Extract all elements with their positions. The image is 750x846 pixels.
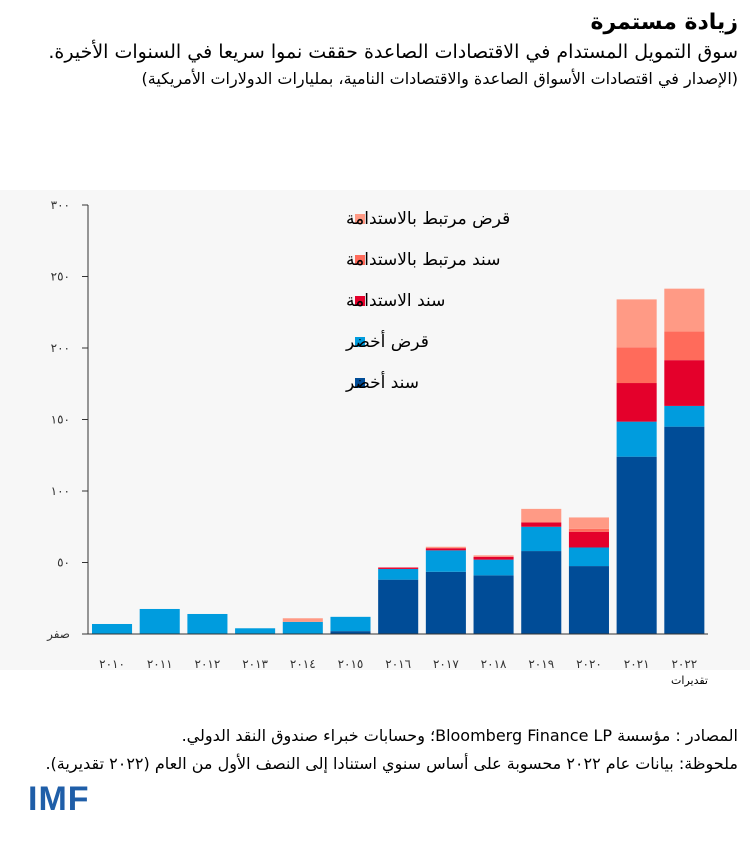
y-tick-label: ١٠٠: [51, 484, 70, 498]
bar-segment-٢٠٢٠-3: [568, 528, 609, 532]
bar-segment-٢٠١٣-1: [235, 628, 276, 634]
bar-segment-٢٠٢٢-0: [664, 426, 705, 634]
legend-swatch-0: [355, 378, 365, 388]
bar-segment-٢٠١٦-0: [378, 579, 419, 634]
x-tick-label: ٢٠٢٢: [671, 657, 697, 671]
bar-segment-٢٠٢٠-0: [568, 566, 609, 634]
chart-footer: المصادر : مؤسسة Bloomberg Finance LP؛ وح…: [12, 722, 738, 778]
imf-logo: IMF: [28, 780, 90, 818]
x-tick-label: ٢٠١٩: [528, 657, 554, 671]
bar-segment-٢٠١٨-1: [473, 559, 514, 576]
bar-segment-٢٠١٩-0: [521, 551, 562, 634]
chart-subtitle: سوق التمويل المستدام في الاقتصادات الصاع…: [48, 41, 738, 63]
x-tick-label: ٢٠١٠: [99, 657, 125, 671]
bar-segment-٢٠١٩-1: [521, 526, 562, 552]
x-tick-label: ٢٠٢١: [624, 657, 650, 671]
bar-segment-٢٠١٥-1: [330, 616, 371, 632]
x-tick-label: ٢٠١٦: [385, 657, 411, 671]
bar-segment-٢٠٢٢-1: [664, 405, 705, 427]
bar-segment-٢٠١٨-4: [473, 555, 514, 557]
legend-swatch-2: [355, 296, 365, 306]
bar-segment-٢٠١٧-1: [425, 550, 466, 572]
bar-segment-٢٠٢٠-4: [568, 517, 609, 529]
chart-unit-note: (الإصدار في اقتصادات الأسواق الصاعدة وال…: [141, 69, 739, 88]
bar-segment-٢٠١١-1: [139, 608, 180, 634]
x-tick-label: ٢٠١٧: [433, 657, 459, 671]
x-tick-label: ٢٠١٥: [338, 657, 364, 671]
x-tick-label: ٢٠١٤: [290, 657, 316, 671]
legend-label-2: سند الاستدامة: [346, 291, 445, 311]
bar-segment-٢٠١٩-4: [521, 508, 562, 523]
bar-segment-٢٠١٦-1: [378, 568, 419, 580]
x-tick-label: ٢٠٢٠: [576, 657, 602, 671]
y-tick-label: ٢٥٠: [51, 270, 70, 284]
bar-segment-٢٠٢٠-2: [568, 531, 609, 548]
y-tick-label: ١٥٠: [51, 413, 70, 427]
bar-segment-٢٠١٨-2: [473, 556, 514, 560]
y-tick-label: ٢٠٠: [51, 341, 70, 355]
bar-segment-٢٠٢٢-2: [664, 360, 705, 406]
chart-header: زيادة مستمرة سوق التمويل المستدام في الا…: [12, 8, 738, 92]
bar-segment-٢٠١٧-4: [425, 546, 466, 549]
sources-note: المصادر : مؤسسة Bloomberg Finance LP؛ وح…: [181, 726, 738, 745]
x-tick-label: ٢٠١٣: [242, 657, 268, 671]
bar-segment-٢٠٢١-0: [616, 456, 657, 634]
bar-segment-٢٠١٤-4: [282, 618, 323, 622]
x-tick-label: ٢٠١١: [147, 657, 173, 671]
legend-label-1: قرض أخضر: [345, 330, 429, 352]
bar-segment-٢٠١٨-0: [473, 575, 514, 634]
bar-segment-٢٠٢٢-3: [664, 331, 705, 361]
stacked-bar-chart: صفر ٥٠ ١٠٠ ١٥٠ ٢٠٠ ٢٥٠ ٣٠٠ ٢٠١٠ ٢٠١١ ٢٠١٢ ٢٠١٣ ٢٠١٤…: [46, 198, 708, 687]
x-tick-label: ٢٠١٨: [481, 657, 507, 671]
x-tick-label: ٢٠١٢: [195, 657, 221, 671]
y-tick-label: ٣٠٠: [51, 198, 70, 212]
legend-label-0: سند أخضر: [345, 371, 419, 393]
bar-segment-٢٠٢١-1: [616, 421, 657, 457]
chart-title: زيادة مستمرة: [590, 10, 738, 35]
legend-label-3: سند مرتبط بالاستدامة: [346, 250, 500, 270]
legend-swatch-1: [355, 337, 365, 347]
bar-segment-٢٠١٧-2: [425, 548, 466, 551]
bar-segment-٢٠٢١-2: [616, 383, 657, 422]
y-tick-label: صفر: [46, 627, 70, 642]
bar-segment-٢٠١٦-2: [378, 567, 419, 569]
legend-label-4: قرض مرتبط بالاستدامة: [346, 209, 510, 229]
legend-swatch-3: [355, 255, 365, 265]
bar-segment-٢٠١٠-1: [92, 623, 133, 634]
bar-segment-٢٠١٢-1: [187, 613, 228, 634]
bar-segment-٢٠٢٢-4: [664, 288, 705, 332]
bar-segment-٢٠١٧-0: [425, 571, 466, 634]
bar-segment-٢٠١٩-2: [521, 522, 562, 527]
y-tick-label: ٥٠: [57, 556, 70, 570]
legend-swatch-4: [355, 214, 365, 224]
bar-segment-٢٠٢١-4: [616, 299, 657, 348]
data-note: ملحوظة: بيانات عام ٢٠٢٢ محسوبة على أساس …: [45, 754, 738, 773]
x-estimate-note: تقديرات: [671, 674, 708, 687]
bar-segment-٢٠١٥-0: [330, 631, 371, 634]
bar-segment-٢٠٢٠-1: [568, 547, 609, 567]
bar-segment-٢٠١٤-1: [282, 621, 323, 634]
bar-segment-٢٠٢١-3: [616, 347, 657, 384]
